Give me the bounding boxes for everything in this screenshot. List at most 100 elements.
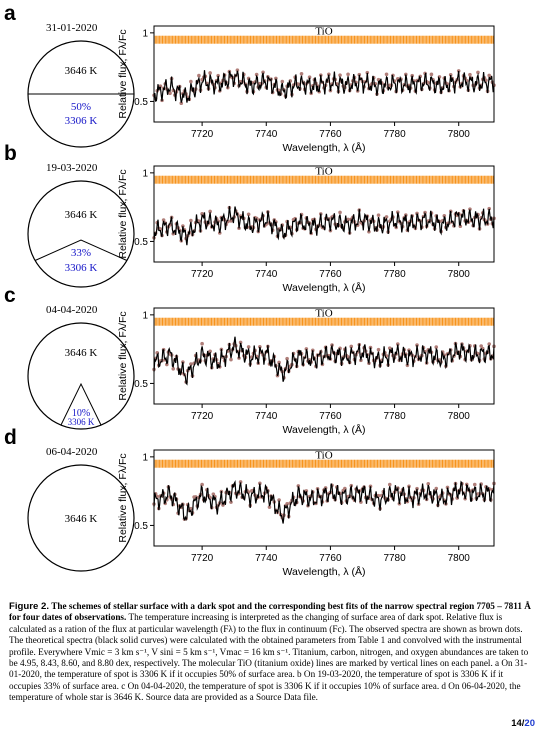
star-temperature: 3646 K <box>65 347 98 359</box>
x-axis-label: Wavelength, λ (Å) <box>282 281 365 294</box>
observed-point <box>304 489 309 493</box>
spot-temperature: 3306 K <box>65 115 98 127</box>
x-tick-label: 7800 <box>448 411 471 422</box>
observed-point <box>456 69 461 73</box>
observed-point <box>267 505 272 509</box>
observed-point <box>395 210 400 214</box>
observed-point <box>445 485 450 490</box>
spot-fraction: 10% <box>72 408 90 419</box>
observed-point <box>387 346 392 350</box>
observed-point <box>280 79 285 84</box>
panel-letter: c <box>4 284 16 307</box>
observed-point <box>277 360 281 365</box>
x-tick-label: 7720 <box>191 129 214 140</box>
x-tick-label: 7740 <box>255 553 278 564</box>
observed-point <box>365 70 370 75</box>
observed-point <box>238 480 243 484</box>
x-tick-label: 7780 <box>383 553 406 564</box>
tio-label: TiO <box>315 166 332 178</box>
observed-point <box>338 73 342 77</box>
observed-point <box>277 498 281 502</box>
observed-point <box>429 72 434 77</box>
observed-point <box>208 209 212 214</box>
x-tick-label: 7720 <box>191 553 214 564</box>
observed-point <box>415 486 419 491</box>
panel-letter: b <box>4 142 17 165</box>
y-tick-label: 0.5 <box>134 379 148 390</box>
observed-point <box>376 347 381 352</box>
observed-point <box>472 482 477 487</box>
page-current: 14/ <box>511 718 525 729</box>
observed-point <box>426 80 431 85</box>
observed-point <box>346 217 350 222</box>
x-tick-label: 7740 <box>255 269 278 280</box>
observed-point <box>258 344 262 349</box>
spectrum-plot: TiO 0.5 1 7720 7740 7760 7780 7800 Wavelength, λ… <box>117 449 496 578</box>
observed-point <box>487 206 491 211</box>
x-tick-label: 7800 <box>448 553 471 564</box>
tio-label: TiO <box>315 450 332 462</box>
spot-fraction: 33% <box>71 247 91 259</box>
observed-point <box>189 79 193 84</box>
spot-temperature: 3306 K <box>68 417 95 427</box>
y-tick-label: 1 <box>142 452 148 463</box>
panel-letter: d <box>4 426 17 449</box>
observed-point <box>229 500 233 504</box>
observed-point <box>299 71 304 76</box>
model-spectrum-line <box>153 206 495 246</box>
y-tick-label: 1 <box>142 310 148 321</box>
x-tick-label: 7800 <box>448 129 471 140</box>
panel-date: 06-04-2020 <box>46 446 98 458</box>
observed-point <box>296 82 301 87</box>
observed-point <box>189 218 193 223</box>
observed-point <box>208 349 212 354</box>
panel-c: c 04-04-2020 3646 K 10% 3306 K TiO 0.5 1 7720… <box>0 284 541 436</box>
y-axis-label: Relative flux, Fλ/Fc <box>117 311 129 400</box>
observed-point <box>387 482 392 487</box>
observed-point <box>261 70 265 75</box>
y-axis-label: Relative flux, Fλ/Fc <box>117 169 129 258</box>
observed-point <box>403 72 408 77</box>
observed-point <box>165 362 169 367</box>
observed-point <box>346 72 350 77</box>
observed-point <box>476 70 480 75</box>
observed-point <box>274 76 278 81</box>
model-spectrum-line <box>153 70 495 103</box>
caption-title: The schemes of stellar surface with a da… <box>9 601 531 623</box>
observed-point <box>296 484 301 488</box>
observed-point <box>208 71 212 75</box>
observed-point <box>357 72 362 77</box>
observed-point <box>238 340 243 345</box>
page-total-link[interactable]: 20 <box>524 718 535 729</box>
observed-point <box>468 207 472 211</box>
observed-point <box>405 363 410 368</box>
observed-point <box>349 344 354 349</box>
y-tick-label: 1 <box>142 28 148 39</box>
spectrum-plot: TiO 0.5 1 7720 7740 7760 7780 7800 Wavelength, λ… <box>117 165 496 294</box>
observed-point <box>367 229 371 234</box>
observed-point <box>384 72 389 77</box>
star-scheme: 3646 K 50% 3306 K <box>27 40 135 148</box>
panel-a: a 31-01-2020 3646 K 50% 3306 K TiO 0.5 1 7720… <box>0 2 541 154</box>
observed-point <box>468 72 472 77</box>
spot-fraction: 50% <box>71 101 91 113</box>
observed-point <box>168 91 172 95</box>
observed-point <box>216 73 220 78</box>
y-tick-label: 0.5 <box>134 97 148 108</box>
observed-point <box>179 101 184 106</box>
model-spectrum-line <box>153 480 495 524</box>
figure-label: Figure 2. <box>9 601 49 612</box>
x-tick-label: 7780 <box>383 129 406 140</box>
panel-date: 04-04-2020 <box>46 304 98 316</box>
x-tick-label: 7740 <box>255 129 278 140</box>
figure-caption: Figure 2. The schemes of stellar surface… <box>9 601 535 704</box>
spectrum-plot: TiO 0.5 1 7720 7740 7760 7780 7800 Wavelength, λ… <box>117 25 496 154</box>
observed-point <box>181 224 185 228</box>
page-number: 14/20 <box>511 718 535 729</box>
observed-point <box>338 210 342 215</box>
tio-label: TiO <box>315 308 332 320</box>
plot-frame <box>153 25 495 123</box>
spot-boundary <box>34 239 128 261</box>
star-disk <box>27 180 135 288</box>
observed-point <box>189 362 193 366</box>
